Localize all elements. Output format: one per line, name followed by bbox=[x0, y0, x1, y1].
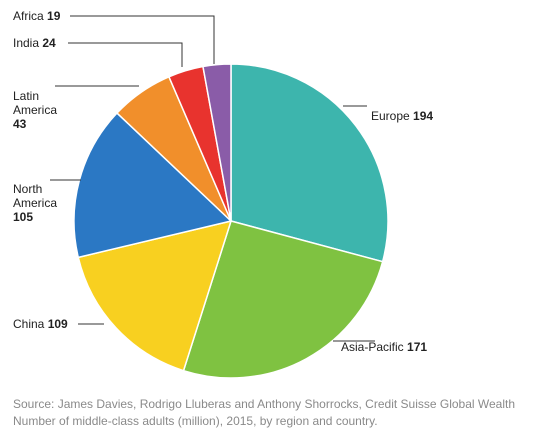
slice-label-name-north-america-2: America bbox=[13, 196, 57, 210]
slice-label-name-north-america-1: North bbox=[13, 182, 42, 196]
pie-slice-asia-pacific bbox=[182, 220, 384, 379]
note-caption: Number of middle-class adults (million),… bbox=[13, 414, 378, 428]
leader-line-india bbox=[68, 42, 183, 67]
slice-value-asia-pacific: 171 bbox=[407, 340, 427, 354]
slice-label-name-europe: Europe bbox=[371, 109, 413, 123]
slice-label-north-america: North America 105 bbox=[13, 182, 57, 224]
slice-label-name-latin-america-2: America bbox=[13, 103, 57, 117]
slice-label-latin-america: Latin America 43 bbox=[13, 89, 57, 131]
slice-label-name-china: China bbox=[13, 317, 48, 331]
slice-label-name-india: India bbox=[13, 36, 42, 50]
slice-value-north-america: 105 bbox=[13, 210, 33, 224]
source-caption: Source: James Davies, Rodrigo Lluberas a… bbox=[13, 397, 516, 411]
slice-labels: Europe 194 Asia-Pacific 171 China 109 North… bbox=[13, 9, 433, 354]
slice-label-europe: Europe 194 bbox=[371, 109, 433, 123]
leader-lines bbox=[50, 15, 375, 342]
slice-value-china: 109 bbox=[48, 317, 68, 331]
pie-slices bbox=[73, 63, 389, 379]
slice-label-name-asia-pacific: Asia-Pacific bbox=[341, 340, 407, 354]
pie-chart: Europe 194 Asia-Pacific 171 China 109 North… bbox=[13, 9, 433, 379]
slice-label-africa: Africa 19 bbox=[13, 9, 61, 23]
slice-label-india: India 24 bbox=[13, 36, 56, 50]
slice-value-latin-america: 43 bbox=[13, 117, 27, 131]
pie-slice-africa bbox=[202, 63, 232, 222]
pie-slice-china bbox=[77, 220, 232, 372]
slice-label-china: China 109 bbox=[13, 317, 68, 331]
slice-value-europe: 194 bbox=[413, 109, 433, 123]
slice-label-asia-pacific: Asia-Pacific 171 bbox=[341, 340, 427, 354]
slice-label-name-africa: Africa bbox=[13, 9, 47, 23]
pie-slice-europe bbox=[230, 63, 389, 263]
slice-value-india: 24 bbox=[42, 36, 56, 50]
leader-line-africa bbox=[70, 15, 215, 64]
slice-label-name-latin-america-1: Latin bbox=[13, 89, 39, 103]
slice-value-africa: 19 bbox=[47, 9, 61, 23]
